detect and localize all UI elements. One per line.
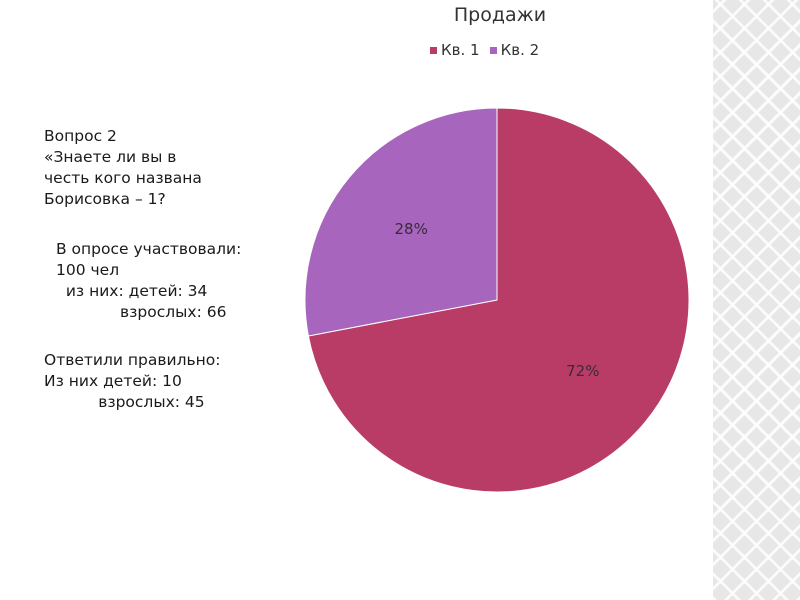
answers-line: Из них детей: 10 — [44, 372, 182, 390]
pie-slice-1 — [307, 107, 690, 493]
question-text: Вопрос 2 «Знаете ли вы в честь кого назв… — [44, 126, 202, 210]
legend-item-q1: Кв. 1 — [430, 41, 480, 59]
question-line: «Знаете ли вы в — [44, 148, 177, 166]
correct-answers-text: Ответили правильно: Из них детей: 10 взр… — [44, 350, 220, 413]
survey-line: из них: детей: 34 — [56, 282, 208, 300]
question-line: честь кого названа — [44, 169, 202, 187]
pie-data-label-1: 72% — [566, 362, 599, 380]
decorative-side-pattern — [713, 0, 800, 600]
pie-slice-2 — [304, 107, 498, 337]
chart-title: Продажи — [453, 4, 547, 26]
question-line: Вопрос 2 — [44, 127, 117, 145]
question-line: Борисовка – 1? — [44, 190, 166, 208]
answers-line: взрослых: 45 — [44, 393, 205, 411]
legend-label: Кв. 1 — [441, 41, 480, 59]
survey-line: взрослых: 66 — [56, 303, 227, 321]
survey-line: 100 чел — [56, 261, 120, 279]
legend-swatch — [430, 46, 437, 54]
answers-line: Ответили правильно: — [44, 351, 221, 369]
legend-swatch — [489, 46, 497, 54]
legend-label: Кв. 2 — [500, 41, 540, 59]
chart-legend: Кв. 1 Кв. 2 — [430, 41, 549, 59]
legend-item-q2: Кв. 2 — [489, 41, 540, 59]
pie-data-label-2: 28% — [395, 220, 428, 238]
survey-participants-text: В опросе участвовали: 100 чел из них: де… — [56, 239, 241, 323]
survey-line: В опросе участвовали: — [56, 240, 242, 258]
